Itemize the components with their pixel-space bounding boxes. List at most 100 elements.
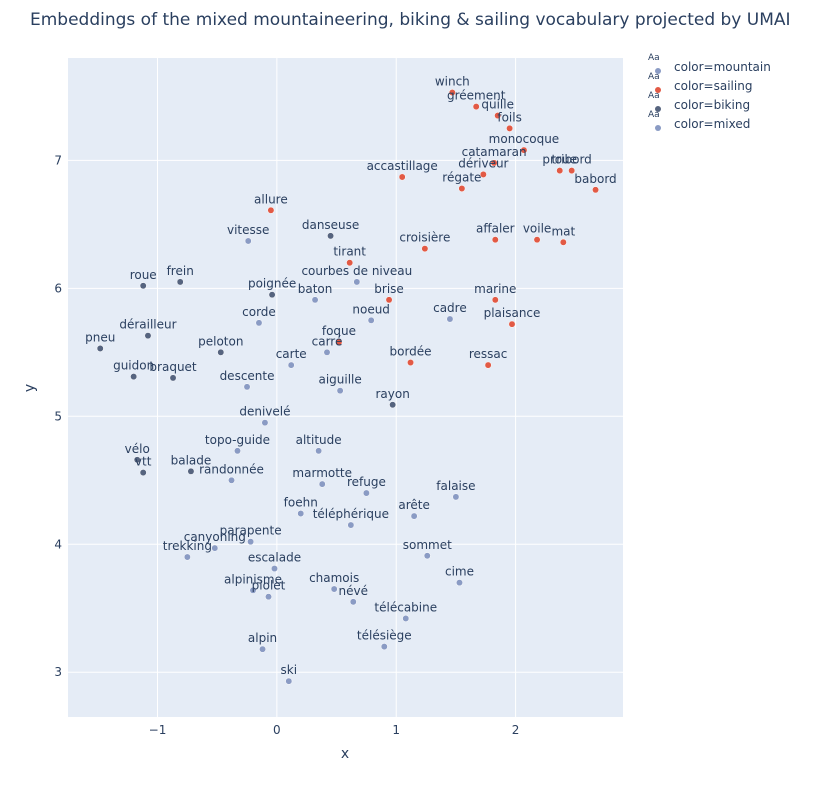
legend-symbol-mountain: Aa [648, 53, 661, 75]
point-sailing[interactable] [421, 245, 429, 253]
point-mountain[interactable] [265, 593, 272, 601]
point-sailing[interactable] [479, 170, 487, 178]
point-sailing[interactable] [490, 159, 498, 167]
point-mountain[interactable] [297, 510, 305, 517]
point-mountain[interactable] [318, 480, 326, 488]
point-mountain[interactable] [336, 387, 344, 395]
point-mixed[interactable] [446, 315, 454, 323]
point-label: piolet [252, 579, 286, 593]
point-mountain[interactable] [456, 579, 463, 587]
point-sailing[interactable] [491, 296, 499, 304]
point-mountain[interactable] [259, 645, 266, 653]
point-mountain[interactable] [347, 521, 355, 529]
point-sailing[interactable] [508, 320, 516, 328]
point-sailing[interactable] [559, 238, 567, 246]
point-mountain[interactable] [261, 419, 269, 427]
point-label: ressac [469, 347, 508, 361]
point-label: croisière [399, 231, 450, 245]
point-sailing[interactable] [494, 112, 502, 120]
point-mixed[interactable] [323, 348, 331, 356]
point-mountain[interactable] [234, 447, 241, 455]
point-mountain[interactable] [287, 361, 295, 369]
point-biking[interactable] [389, 401, 397, 409]
point-label: vitesse [227, 223, 269, 237]
point-mountain[interactable] [362, 489, 370, 497]
y-axis-title: y [22, 384, 38, 392]
point-mountain[interactable] [330, 585, 338, 593]
point-mixed[interactable] [353, 278, 361, 286]
point-mountain[interactable] [271, 565, 278, 573]
point-mountain[interactable] [244, 237, 252, 245]
point-biking[interactable] [144, 332, 152, 340]
point-sailing[interactable] [506, 124, 514, 132]
point-mountain[interactable] [410, 512, 418, 520]
point-sailing[interactable] [568, 167, 576, 175]
point-mountain[interactable] [423, 552, 431, 560]
point-sailing[interactable] [398, 173, 406, 181]
point-biking[interactable] [139, 469, 147, 477]
legend-item-mountain[interactable]: Aa color=mountain [644, 53, 804, 75]
point-label: randonnée [199, 462, 264, 476]
point-mountain[interactable] [183, 553, 191, 561]
point-sailing[interactable] [484, 361, 492, 369]
y-tick-label: 3 [54, 665, 62, 679]
point-mountain[interactable] [452, 493, 460, 501]
point-mountain[interactable] [228, 476, 235, 484]
point-mountain[interactable] [349, 598, 357, 606]
point-label: tirant [333, 245, 366, 259]
point-sailing[interactable] [267, 206, 275, 214]
legend-aa-text: Aa [648, 91, 660, 101]
point-label: dérailleur [119, 318, 176, 332]
point-sailing[interactable] [448, 89, 456, 96]
point-sailing[interactable] [472, 103, 480, 111]
point-sailing[interactable] [407, 359, 414, 366]
point-mixed[interactable] [367, 316, 375, 324]
legend-item-biking[interactable]: Aa color=biking [644, 91, 804, 113]
point-mountain[interactable] [402, 615, 410, 622]
point-sailing[interactable] [533, 236, 541, 244]
point-mountain[interactable] [243, 383, 251, 391]
point-sailing[interactable] [592, 186, 599, 194]
point-mountain[interactable] [247, 538, 255, 546]
point-sailing[interactable] [491, 236, 499, 244]
point-biking[interactable] [169, 374, 177, 382]
point-mountain[interactable] [211, 544, 219, 552]
point-mountain[interactable] [380, 643, 388, 651]
point-label: trekking [163, 539, 212, 553]
point-biking[interactable] [217, 348, 225, 356]
point-mountain[interactable] [255, 319, 263, 327]
legend-item-mixed[interactable]: Aa color=mixed [644, 110, 804, 132]
point-sailing[interactable] [346, 259, 354, 267]
legend-marker [655, 106, 661, 112]
x-tick-label: −1 [149, 723, 167, 737]
point-biking[interactable] [139, 282, 147, 290]
point-biking[interactable] [268, 291, 276, 299]
point-biking[interactable] [187, 467, 195, 475]
point-sailing[interactable] [556, 167, 564, 175]
point-label: télécabine [374, 600, 437, 614]
point-label: noeud [352, 302, 390, 316]
point-label: alpinisme [224, 572, 282, 586]
point-sailing[interactable] [458, 185, 466, 192]
point-sailing[interactable] [335, 338, 343, 346]
point-biking[interactable] [327, 232, 335, 240]
point-biking[interactable] [96, 345, 104, 352]
point-label: carré [312, 334, 343, 348]
point-label: dériveur [458, 156, 508, 170]
point-label: proue [542, 153, 577, 167]
legend-item-sailing[interactable]: Aa color=sailing [644, 72, 804, 94]
plot-background [68, 58, 623, 717]
point-biking[interactable] [130, 373, 138, 381]
point-biking[interactable] [133, 456, 141, 464]
point-mountain[interactable] [285, 677, 293, 685]
point-mountain[interactable] [315, 447, 323, 455]
point-mountain[interactable] [249, 586, 257, 594]
point-mixed[interactable] [311, 296, 319, 304]
point-sailing[interactable] [385, 296, 393, 304]
point-label: marine [474, 282, 516, 296]
point-biking[interactable] [176, 278, 184, 286]
point-label: mat [551, 224, 575, 238]
point-label: plaisance [484, 306, 541, 320]
point-label: aiguille [318, 373, 361, 387]
point-sailing[interactable] [520, 146, 528, 154]
